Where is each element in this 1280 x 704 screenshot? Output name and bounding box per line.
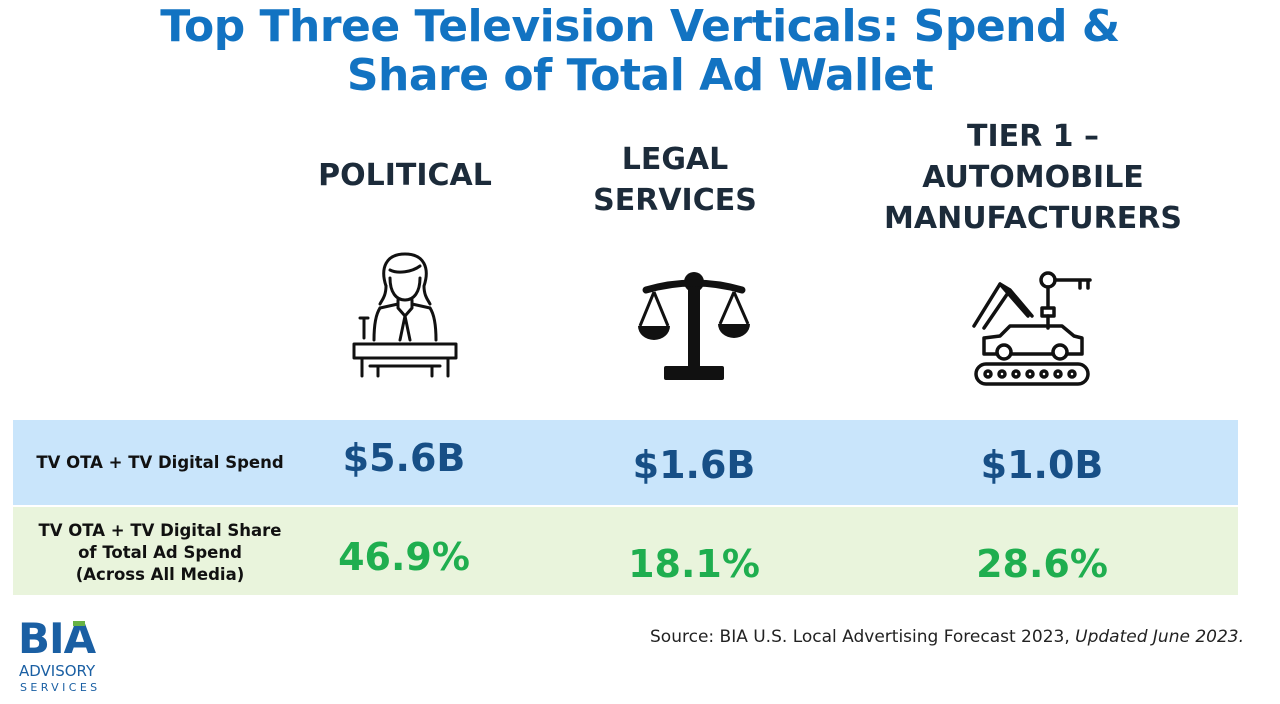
source-note: Source: BIA U.S. Local Advertising Forec… bbox=[650, 627, 1244, 647]
title-line-2: Share of Total Ad Wallet bbox=[346, 50, 934, 101]
share-row bbox=[13, 507, 1238, 595]
spend-value-legal: $1.6B bbox=[632, 443, 756, 487]
spend-row-label: TV OTA + TV Digital Spend bbox=[36, 453, 284, 472]
logo-services: SERVICES bbox=[20, 681, 101, 694]
spend-row bbox=[13, 420, 1238, 505]
share-row-label: TV OTA + TV Digital Share of Total Ad Sp… bbox=[38, 521, 282, 584]
heading-automobile: TIER 1 – AUTOMOBILE MANUFACTURERS bbox=[884, 119, 1182, 236]
spend-value-political: $5.6B bbox=[342, 436, 466, 480]
spend-value-automobile: $1.0B bbox=[980, 443, 1104, 487]
heading-legal-services: LEGAL SERVICES bbox=[593, 142, 757, 218]
page-title: Top Three Television Verticals: Spend & … bbox=[140, 2, 1140, 100]
heading-political: POLITICAL bbox=[318, 158, 492, 193]
source-updated: Updated June 2023. bbox=[1075, 627, 1244, 647]
share-value-legal: 18.1% bbox=[628, 542, 760, 586]
bia-logo: BIA ADVISORY SERVICES bbox=[18, 614, 113, 696]
share-value-automobile: 28.6% bbox=[976, 542, 1108, 586]
logo-accent-bar bbox=[73, 621, 85, 626]
title-line-1: Top Three Television Verticals: Spend & bbox=[160, 1, 1120, 52]
scales-of-justice-icon bbox=[638, 272, 750, 380]
share-value-political: 46.9% bbox=[338, 535, 470, 579]
logo-advisory: ADVISORY bbox=[19, 662, 96, 680]
politician-podium-icon bbox=[352, 252, 458, 378]
robot-arm-car-assembly-icon bbox=[972, 271, 1092, 386]
